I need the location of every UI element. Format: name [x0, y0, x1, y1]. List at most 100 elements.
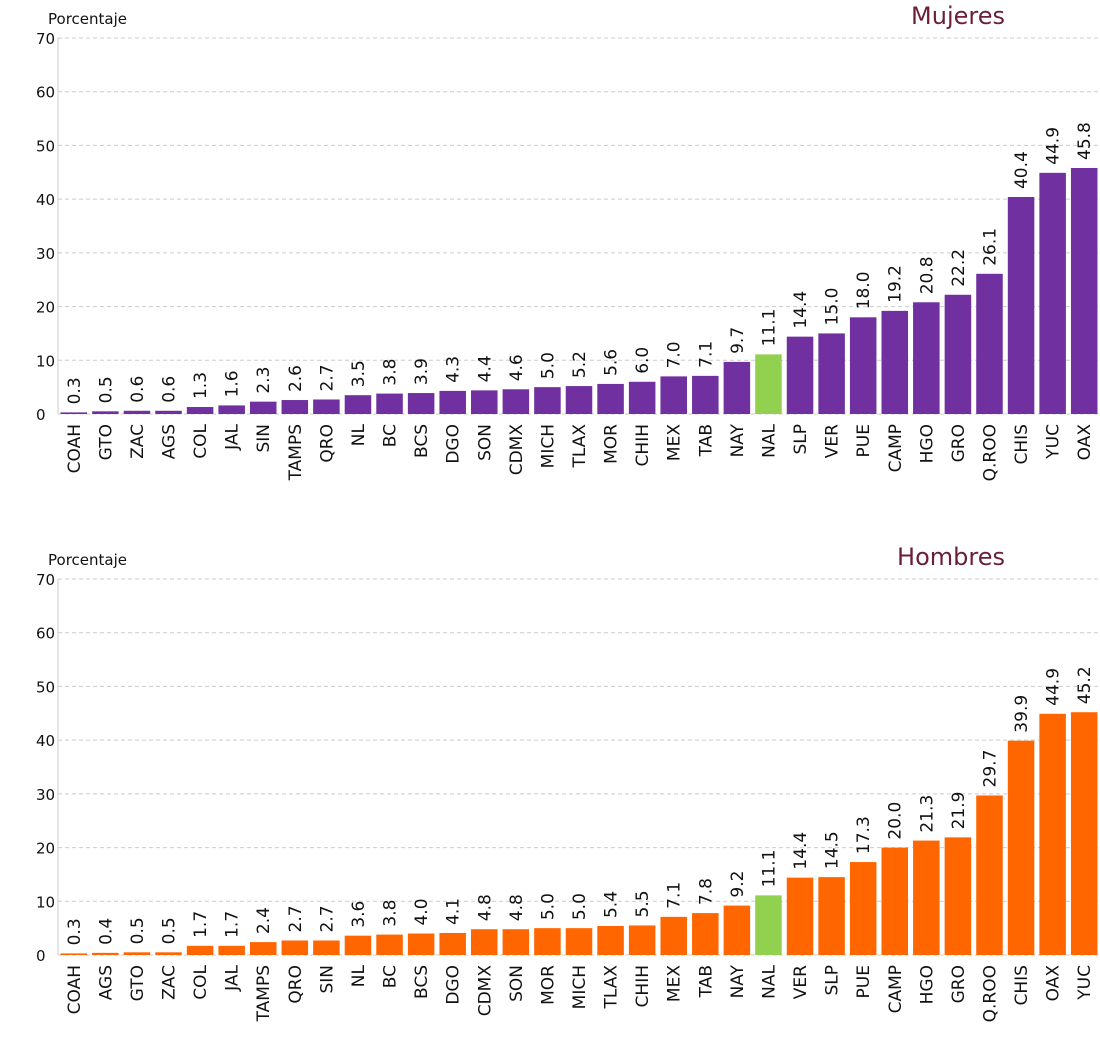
bar	[503, 389, 530, 414]
x-tick-label: BCS	[412, 424, 432, 458]
y-tick-label: 60	[36, 625, 55, 643]
value-label: 6.0	[633, 347, 653, 374]
bar	[913, 302, 940, 414]
chart-title: Hombres	[897, 543, 1005, 571]
value-label: 0.6	[128, 376, 148, 403]
y-tick-label: 50	[36, 137, 55, 155]
bar	[755, 895, 782, 955]
bar	[61, 412, 88, 414]
x-tick-label: COL	[191, 423, 211, 458]
value-label: 4.1	[444, 898, 464, 925]
bar	[471, 390, 498, 414]
x-tick-label: TLAX	[602, 965, 622, 1010]
value-label: 0.5	[96, 376, 116, 403]
value-label: 14.4	[791, 832, 811, 870]
bar	[566, 386, 593, 414]
bar	[818, 333, 845, 414]
value-label: 4.3	[444, 356, 464, 383]
value-label: 5.5	[633, 890, 653, 917]
x-tick-label: NAY	[728, 423, 748, 457]
value-label: 3.9	[412, 358, 432, 385]
bar	[124, 952, 151, 955]
value-label: 2.4	[254, 907, 274, 934]
x-tick-label: DGO	[444, 965, 464, 1005]
x-tick-label: JAL	[223, 423, 243, 450]
y-tick-label: 0	[36, 947, 46, 965]
bar	[660, 376, 687, 414]
bar	[313, 399, 340, 414]
value-label: 45.2	[1075, 666, 1095, 704]
x-tick-label: AGS	[96, 965, 116, 1000]
bar	[629, 382, 656, 414]
bar	[408, 393, 435, 414]
value-label: 5.2	[570, 351, 590, 378]
x-tick-label: PUE	[854, 965, 874, 998]
bar	[155, 952, 182, 955]
bar	[850, 862, 877, 955]
value-label: 3.6	[349, 901, 369, 928]
value-label: 7.8	[696, 878, 716, 905]
x-tick-label: TAMPS	[254, 965, 274, 1022]
bar	[218, 405, 245, 414]
bar	[250, 942, 277, 955]
x-tick-label: OAX	[1044, 965, 1064, 1002]
bar	[187, 407, 214, 414]
bar	[376, 394, 403, 414]
value-label: 5.6	[602, 349, 622, 376]
bar	[282, 940, 309, 955]
x-tick-label: DGO	[444, 424, 464, 464]
x-tick-label: TAB	[696, 424, 716, 457]
value-label: 5.0	[538, 352, 558, 379]
y-tick-label: 30	[36, 786, 55, 804]
x-tick-label: Q.ROO	[980, 965, 1000, 1022]
value-label: 5.4	[602, 891, 622, 918]
x-tick-label: MICH	[538, 424, 558, 468]
value-label: 1.6	[223, 370, 243, 397]
bar	[218, 946, 245, 955]
y-tick-label: 20	[36, 840, 55, 858]
value-label: 19.2	[886, 265, 906, 303]
x-tick-label: COAH	[65, 965, 85, 1014]
bar	[534, 387, 561, 414]
value-label: 0.5	[160, 917, 180, 944]
bar	[1071, 712, 1098, 955]
x-tick-label: MOR	[538, 965, 558, 1005]
bar	[976, 274, 1003, 414]
bar	[345, 936, 372, 955]
x-tick-label: BCS	[412, 965, 432, 999]
value-label: 21.9	[949, 792, 969, 830]
x-tick-label: COL	[191, 964, 211, 999]
value-label: 14.4	[791, 291, 811, 329]
bar	[61, 953, 88, 955]
bar	[313, 940, 340, 955]
value-label: 26.1	[980, 228, 1000, 266]
x-tick-label: QRO	[317, 424, 337, 463]
x-tick-label: MEX	[665, 965, 685, 1002]
x-tick-label: Q.ROO	[980, 424, 1000, 481]
value-label: 4.6	[507, 354, 527, 381]
bar	[945, 295, 972, 414]
x-tick-label: SIN	[254, 424, 274, 453]
y-tick-label: 70	[36, 30, 55, 48]
x-tick-label: OAX	[1075, 424, 1095, 461]
bar	[724, 906, 751, 955]
value-label: 1.7	[191, 911, 211, 938]
x-tick-label: ZAC	[160, 965, 180, 1000]
value-label: 3.8	[381, 359, 401, 386]
x-tick-label: TAMPS	[286, 424, 306, 481]
bar	[408, 934, 435, 955]
y-tick-label: 40	[36, 191, 55, 209]
chart-title: Mujeres	[911, 2, 1005, 30]
value-label: 4.4	[475, 355, 495, 382]
x-tick-label: SLP	[823, 965, 843, 996]
value-label: 9.7	[728, 327, 748, 354]
charts: PorcentajeMujeres010203040506070COAH0.3G…	[0, 0, 1100, 1048]
x-tick-label: SIN	[317, 965, 337, 994]
bar	[597, 384, 624, 414]
value-label: 0.3	[65, 918, 85, 945]
bar	[787, 878, 814, 955]
x-tick-label: MICH	[570, 965, 590, 1009]
bar	[724, 362, 751, 414]
x-tick-label: SON	[475, 424, 495, 461]
x-tick-label: AGS	[160, 424, 180, 459]
